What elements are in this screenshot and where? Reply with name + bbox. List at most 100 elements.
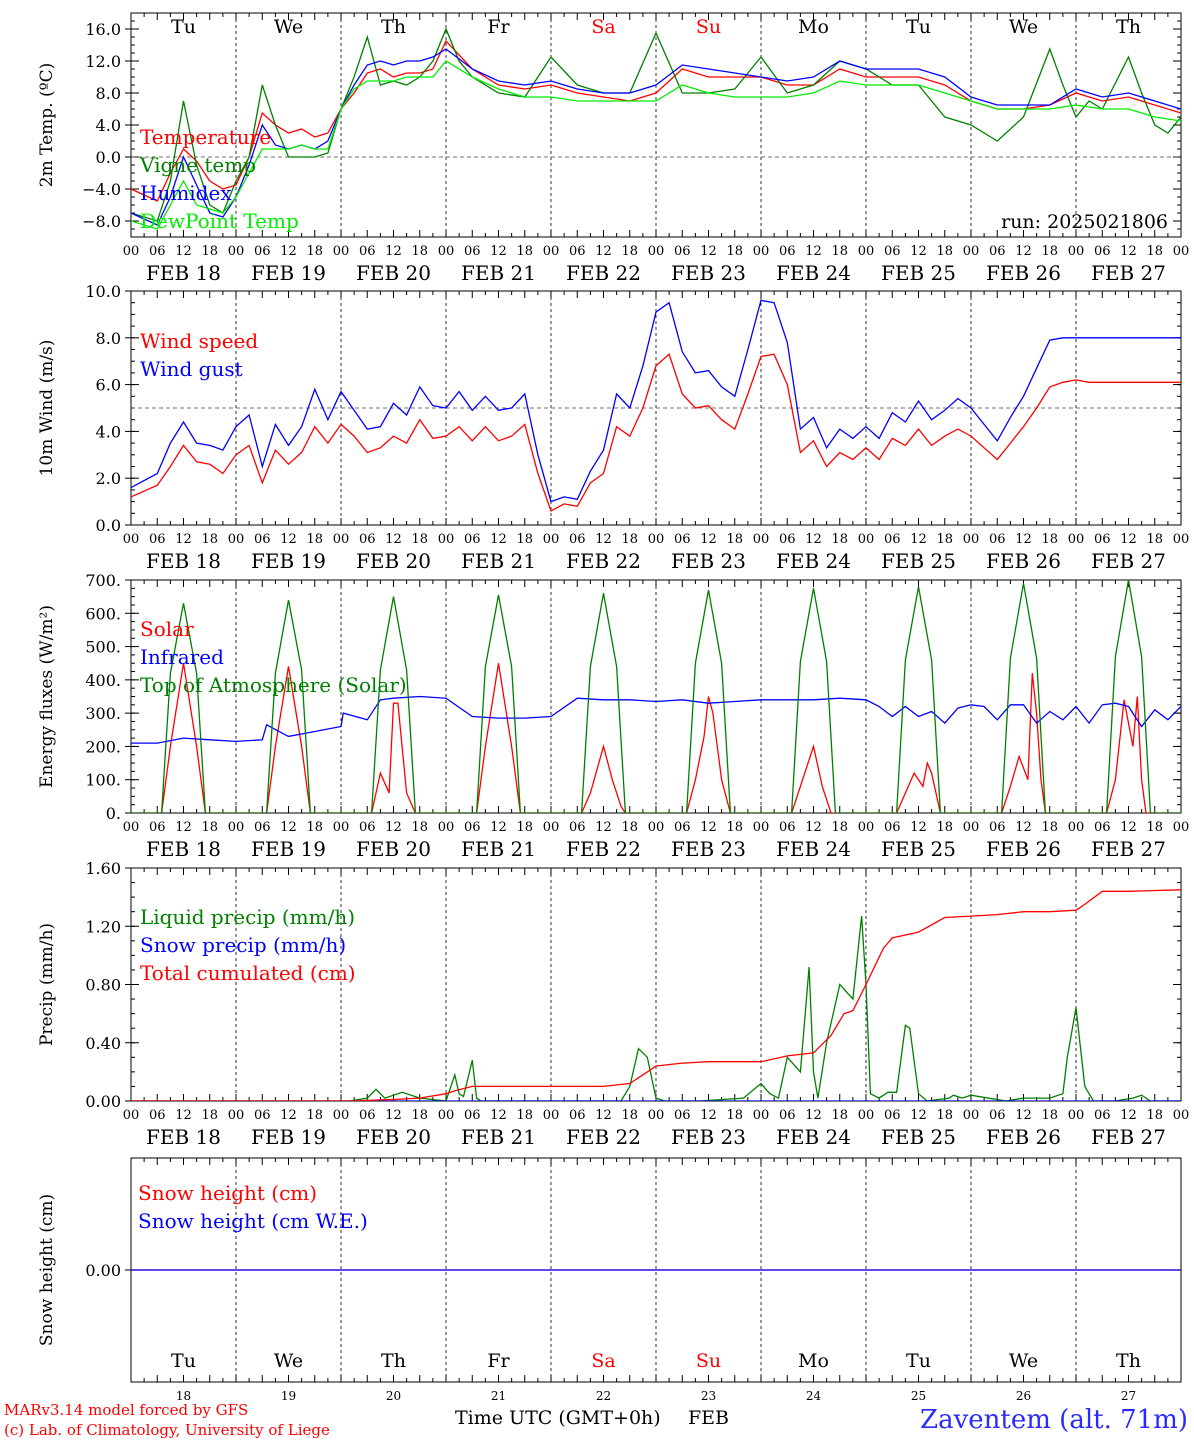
hour-tick-label: 12 — [595, 820, 612, 835]
hour-tick-label: 00 — [1173, 820, 1190, 835]
hour-tick-label: 00 — [543, 244, 560, 259]
hour-tick-label: 00 — [438, 244, 455, 259]
hour-tick-label: 12 — [595, 1108, 612, 1123]
date-label: FEB 26 — [986, 1125, 1061, 1149]
hour-tick-label: 00 — [333, 820, 350, 835]
date-label: FEB 21 — [461, 1125, 536, 1149]
y-tick-label: 700. — [85, 571, 121, 590]
energy-panel: 0. 100. 200. 300. 400. 500. 600. 700. Energy flu… — [37, 571, 1189, 861]
weekday-label: Fr — [487, 1350, 510, 1372]
hour-tick-label: 18 — [621, 244, 638, 259]
hour-tick-label: 12 — [385, 820, 402, 835]
hour-tick-label: 18 — [936, 244, 953, 259]
hour-tick-label: 06 — [149, 1108, 166, 1123]
hour-tick-label: 12 — [1120, 532, 1137, 547]
series-line-total-cumulated-cm- — [131, 889, 1181, 1101]
hour-tick-label: 18 — [1146, 244, 1163, 259]
day-number-label: 20 — [386, 1389, 401, 1403]
hour-tick-label: 06 — [779, 532, 796, 547]
hour-tick-label: 06 — [1094, 244, 1111, 259]
y-tick-label: 8.0 — [96, 84, 121, 103]
hour-tick-label: 18 — [201, 820, 218, 835]
y-tick-label: 16.0 — [85, 20, 121, 39]
hour-tick-label: 06 — [254, 244, 271, 259]
date-label: FEB 22 — [566, 261, 641, 285]
day-number-label: 19 — [281, 1389, 296, 1403]
hour-tick-label: 00 — [858, 1108, 875, 1123]
hour-tick-label: 06 — [569, 1108, 586, 1123]
hour-tick-label: 06 — [884, 244, 901, 259]
hour-tick-label: 06 — [884, 532, 901, 547]
hour-tick-label: 00 — [123, 1108, 140, 1123]
hour-tick-label: 06 — [569, 532, 586, 547]
legend-entry: Wind gust — [140, 357, 243, 381]
hour-tick-label: 12 — [490, 1108, 507, 1123]
legend-entry: Liquid precip (mm/h) — [140, 905, 355, 929]
legend-entry: Infrared — [140, 645, 224, 669]
hour-tick-label: 06 — [359, 532, 376, 547]
legend-entry: Wind speed — [140, 329, 258, 353]
date-label: FEB 26 — [986, 261, 1061, 285]
y-axis-title: Snow height (cm) — [37, 1194, 57, 1346]
hour-tick-label: 18 — [831, 244, 848, 259]
legend-entry: Snow height (cm) — [138, 1181, 317, 1205]
hour-tick-label: 00 — [438, 532, 455, 547]
hour-tick-label: 06 — [674, 532, 691, 547]
series-line-solar — [131, 663, 1181, 813]
weekday-label: We — [274, 1350, 303, 1372]
hour-tick-label: 06 — [779, 244, 796, 259]
hour-tick-label: 06 — [779, 820, 796, 835]
hour-tick-label: 18 — [936, 532, 953, 547]
hour-tick-label: 00 — [543, 820, 560, 835]
date-label: FEB 26 — [986, 549, 1061, 573]
hour-tick-label: 12 — [805, 244, 822, 259]
hour-tick-label: 00 — [438, 1108, 455, 1123]
hour-tick-label: 06 — [569, 820, 586, 835]
weekday-label: Tu — [171, 16, 196, 38]
y-tick-label: −4.0 — [82, 180, 121, 199]
y-tick-label: 0.00 — [85, 1092, 121, 1111]
weekday-label: We — [274, 16, 303, 38]
hour-tick-label: 00 — [228, 820, 245, 835]
y-tick-label: 0.0 — [96, 148, 121, 167]
day-number-label: 27 — [1121, 1389, 1136, 1403]
hour-tick-label: 00 — [543, 1108, 560, 1123]
hour-tick-label: 18 — [726, 244, 743, 259]
y-tick-label: 1.60 — [85, 859, 121, 878]
hour-tick-label: 12 — [700, 244, 717, 259]
day-number-label: 26 — [1016, 1389, 1031, 1403]
hour-tick-label: 00 — [1068, 820, 1085, 835]
credit-line-1: MARv3.14 model forced by GFS — [4, 1401, 248, 1419]
hour-tick-label: 06 — [989, 820, 1006, 835]
hour-tick-label: 18 — [831, 820, 848, 835]
series-line-temperature — [131, 39, 1181, 202]
hour-tick-label: 12 — [280, 1108, 297, 1123]
date-label: FEB 21 — [461, 549, 536, 573]
date-label: FEB 20 — [356, 261, 431, 285]
hour-tick-label: 18 — [726, 1108, 743, 1123]
series-group — [131, 299, 1181, 512]
series-line-infrared — [131, 695, 1181, 744]
hour-tick-label: 18 — [621, 820, 638, 835]
hour-tick-label: 12 — [805, 820, 822, 835]
hour-tick-label: 06 — [884, 820, 901, 835]
date-label: FEB 19 — [251, 261, 326, 285]
date-label: FEB 23 — [671, 1125, 746, 1149]
legend-entry: Solar — [140, 617, 194, 641]
series-line-dewpoint-temp — [131, 60, 1181, 230]
hour-tick-label: 00 — [333, 532, 350, 547]
hour-tick-label: 06 — [464, 244, 481, 259]
hour-tick-label: 18 — [306, 820, 323, 835]
series-group — [131, 27, 1181, 230]
hour-tick-label: 12 — [385, 1108, 402, 1123]
hour-tick-label: 18 — [621, 532, 638, 547]
weekday-label: Th — [381, 1350, 406, 1372]
hour-tick-label: 12 — [175, 1108, 192, 1123]
hour-tick-label: 00 — [963, 532, 980, 547]
hour-tick-label: 18 — [1146, 820, 1163, 835]
hour-tick-label: 00 — [963, 1108, 980, 1123]
day-number-label: 21 — [491, 1389, 506, 1403]
hour-tick-label: 18 — [201, 244, 218, 259]
date-label: FEB 21 — [461, 837, 536, 861]
weekday-label: Th — [381, 16, 406, 38]
